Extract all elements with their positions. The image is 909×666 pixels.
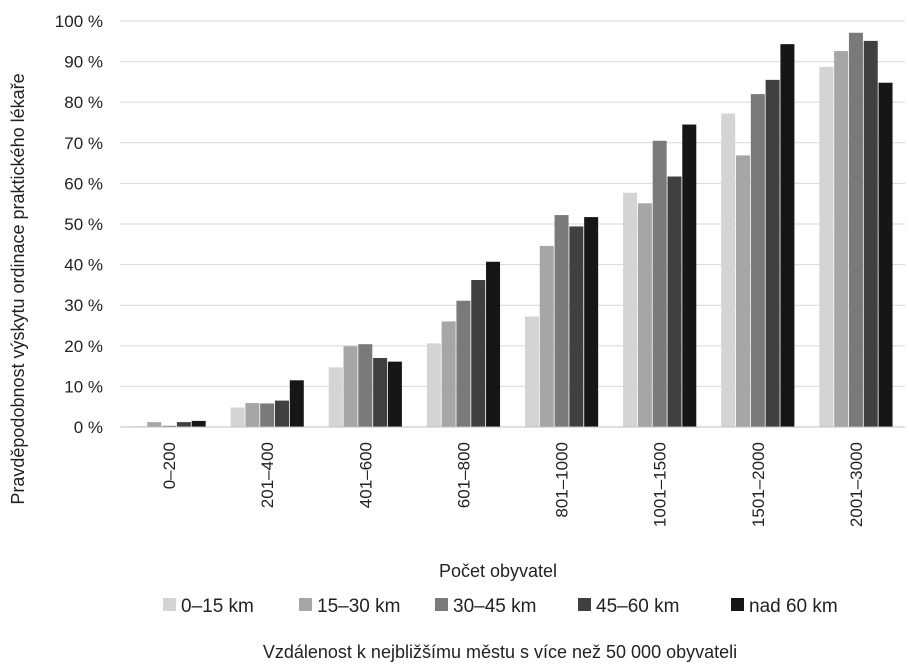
bar (162, 425, 177, 427)
bar (834, 51, 849, 427)
y-tick-label: 40 % (64, 256, 103, 275)
bar (387, 361, 402, 427)
bar (750, 94, 765, 427)
bar (328, 367, 343, 427)
bar (176, 422, 191, 427)
x-tick-label: 601–800 (454, 442, 473, 508)
bars (132, 32, 893, 428)
bar (765, 79, 780, 428)
legend-note: Vzdálenost k nejbližšímu městu s více ne… (263, 642, 737, 662)
bar (554, 215, 569, 427)
y-tick-label: 0 % (74, 418, 103, 437)
y-tick-label: 10 % (64, 377, 103, 396)
y-tick-label: 30 % (64, 296, 103, 315)
bar (260, 403, 275, 427)
bar (736, 155, 751, 428)
legend-label: 45–60 km (596, 596, 679, 617)
y-tick-label: 90 % (64, 53, 103, 72)
bar (426, 343, 441, 427)
bar (245, 403, 260, 427)
y-tick-label: 20 % (64, 337, 103, 356)
x-tick-label: 2001–3000 (847, 442, 866, 527)
legend-label: 0–15 km (181, 596, 254, 617)
bar (539, 245, 554, 427)
bar (637, 203, 652, 427)
bar (652, 140, 667, 427)
bar (819, 66, 834, 428)
bar (682, 124, 697, 427)
legend-label: nad 60 km (749, 596, 838, 617)
x-axis-label: Počet obyvatel (439, 561, 557, 581)
bar (230, 407, 245, 427)
legend-swatch (731, 598, 744, 611)
x-tick-label: 401–600 (356, 442, 375, 508)
y-tick-label: 100 % (55, 12, 103, 31)
bar (191, 420, 206, 427)
bar (524, 316, 539, 427)
bar (848, 32, 863, 428)
legend: 0–15 km 15–30 km 30–45 km 45–60 km nad 60 km (163, 596, 838, 617)
x-tick-label: 1501–2000 (749, 442, 768, 527)
legend-swatch (435, 598, 448, 611)
x-tick-label: 1001–1500 (651, 442, 670, 527)
bar (569, 226, 584, 427)
legend-swatch (578, 598, 591, 611)
bar (373, 357, 388, 427)
y-tick-label: 80 % (64, 93, 103, 112)
bar (471, 280, 486, 427)
bar (721, 113, 736, 428)
bar (667, 176, 682, 427)
bar (584, 217, 599, 427)
bar (441, 321, 456, 427)
bar (486, 261, 501, 427)
bar (358, 344, 373, 427)
y-tick-label: 60 % (64, 174, 103, 193)
gridlines (120, 20, 905, 387)
bar (456, 300, 471, 427)
y-tick-label: 70 % (64, 134, 103, 153)
legend-swatch (163, 598, 176, 611)
bar (780, 44, 795, 427)
y-tick-labels: 0 % 10 % 20 % 30 % 40 % 50 % 60 % 70 % 80 % 90 % 1… (55, 12, 103, 437)
x-tick-label: 201–400 (258, 442, 277, 508)
legend-swatch (299, 598, 312, 611)
y-tick-label: 50 % (64, 215, 103, 234)
bar (274, 400, 289, 427)
bar (289, 380, 304, 427)
x-tick-labels: 0–200 201–400 401–600 601–800 801–1000 1001–1… (160, 442, 866, 527)
legend-label: 15–30 km (317, 596, 400, 617)
legend-label: 30–45 km (453, 596, 536, 617)
y-axis-label: Pravděpodobnost výskytu ordinace praktic… (8, 73, 28, 504)
x-tick-label: 0–200 (160, 442, 179, 489)
bar (623, 192, 638, 427)
x-tick-label: 801–1000 (553, 442, 572, 518)
bar (343, 346, 358, 427)
bar (878, 82, 893, 427)
bar (147, 422, 162, 427)
bar (863, 40, 878, 427)
